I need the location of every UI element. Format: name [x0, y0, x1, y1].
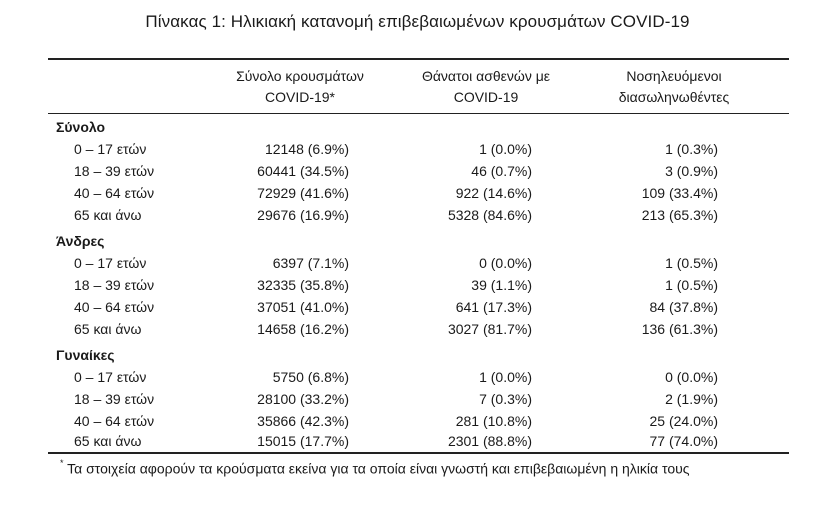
age-group-cell: 18 – 39 ετών	[74, 277, 155, 293]
age-group-cell: 40 – 64 ετών	[74, 299, 155, 315]
table-row: 0 – 17 ετών 5750 (6.8%) 1 (0.0%) 0 (0.0%…	[0, 369, 835, 391]
table-row: 40 – 64 ετών 72929 (41.6%) 922 (14.6%) 1…	[0, 185, 835, 207]
deaths-cell: 0 (0.0%)	[479, 255, 532, 271]
cases-cell: 37051 (41.0%)	[257, 299, 349, 315]
intubated-cell: 136 (61.3%)	[641, 321, 718, 337]
age-group-cell: 0 – 17 ετών	[74, 141, 147, 157]
cases-cell: 32335 (35.8%)	[257, 277, 349, 293]
table-row: 40 – 64 ετών 35866 (42.3%) 281 (10.8%) 2…	[0, 413, 835, 435]
deaths-cell: 1 (0.0%)	[479, 369, 532, 385]
deaths-cell: 7 (0.3%)	[479, 391, 532, 407]
cases-cell: 5750 (6.8%)	[272, 369, 349, 385]
footnote: * Τα στοιχεία αφορούν τα κρούσματα εκείν…	[60, 458, 690, 477]
table-row: 18 – 39 ετών 28100 (33.2%) 7 (0.3%) 2 (1…	[0, 391, 835, 413]
section-label-women: Γυναίκες	[56, 347, 115, 363]
table-row: 18 – 39 ετών 60441 (34.5%) 46 (0.7%) 3 (…	[0, 163, 835, 185]
age-group-cell: 40 – 64 ετών	[74, 185, 155, 201]
age-group-cell: 65 και άνω	[74, 321, 142, 337]
intubated-cell: 213 (65.3%)	[641, 207, 718, 223]
intubated-cell: 1 (0.5%)	[665, 255, 718, 271]
cases-cell: 29676 (16.9%)	[257, 207, 349, 223]
cases-cell: 28100 (33.2%)	[257, 391, 349, 407]
table-row: 0 – 17 ετών 6397 (7.1%) 0 (0.0%) 1 (0.5%…	[0, 255, 835, 277]
header-rule	[48, 113, 789, 114]
bottom-rule	[48, 452, 789, 454]
intubated-cell: 1 (0.5%)	[665, 277, 718, 293]
deaths-cell: 281 (10.8%)	[455, 413, 532, 429]
intubated-cell: 84 (37.8%)	[649, 299, 718, 315]
cases-cell: 14658 (16.2%)	[257, 321, 349, 337]
intubated-cell: 109 (33.4%)	[641, 185, 718, 201]
cases-cell: 72929 (41.6%)	[257, 185, 349, 201]
cases-cell: 15015 (17.7%)	[257, 433, 349, 449]
column-header-deaths: Θάνατοι ασθενών με COVID-19	[421, 68, 551, 105]
deaths-cell: 641 (17.3%)	[455, 299, 532, 315]
footnote-marker: *	[60, 458, 64, 468]
deaths-cell: 922 (14.6%)	[455, 185, 532, 201]
deaths-cell: 3027 (81.7%)	[447, 321, 532, 337]
intubated-cell: 1 (0.3%)	[665, 141, 718, 157]
table-row: 0 – 17 ετών 12148 (6.9%) 1 (0.0%) 1 (0.3…	[0, 141, 835, 163]
intubated-cell: 0 (0.0%)	[665, 369, 718, 385]
cases-cell: 6397 (7.1%)	[272, 255, 349, 271]
deaths-cell: 2301 (88.8%)	[447, 433, 532, 449]
table-row: 40 – 64 ετών 37051 (41.0%) 641 (17.3%) 8…	[0, 299, 835, 321]
age-group-cell: 18 – 39 ετών	[74, 163, 155, 179]
cases-cell: 12148 (6.9%)	[264, 141, 349, 157]
age-group-cell: 0 – 17 ετών	[74, 369, 147, 385]
table-row: 65 και άνω 14658 (16.2%) 3027 (81.7%) 13…	[0, 321, 835, 343]
intubated-cell: 25 (24.0%)	[649, 413, 718, 429]
footnote-text: Τα στοιχεία αφορούν τα κρούσματα εκείνα …	[67, 460, 690, 477]
intubated-cell: 2 (1.9%)	[665, 391, 718, 407]
top-rule	[48, 58, 789, 60]
table-row: 18 – 39 ετών 32335 (35.8%) 39 (1.1%) 1 (…	[0, 277, 835, 299]
age-group-cell: 65 και άνω	[74, 433, 142, 449]
section-label-total: Σύνολο	[56, 119, 106, 135]
cases-cell: 35866 (42.3%)	[257, 413, 349, 429]
deaths-cell: 39 (1.1%)	[471, 277, 532, 293]
age-group-cell: 0 – 17 ετών	[74, 255, 147, 271]
intubated-cell: 77 (74.0%)	[649, 433, 718, 449]
deaths-cell: 1 (0.0%)	[479, 141, 532, 157]
section-label-men: Άνδρες	[56, 233, 105, 249]
cases-cell: 60441 (34.5%)	[257, 163, 349, 179]
age-group-cell: 40 – 64 ετών	[74, 413, 155, 429]
age-group-cell: 65 και άνω	[74, 207, 142, 223]
deaths-cell: 5328 (84.6%)	[447, 207, 532, 223]
intubated-cell: 3 (0.9%)	[665, 163, 718, 179]
deaths-cell: 46 (0.7%)	[471, 163, 532, 179]
table-title: Πίνακας 1: Ηλικιακή κατανομή επιβεβαιωμέ…	[145, 12, 690, 31]
age-group-cell: 18 – 39 ετών	[74, 391, 155, 407]
column-header-total-cases: Σύνολο κρουσμάτων COVID-19*	[236, 68, 364, 105]
column-header-intubated: Νοσηλευόμενοι διασωληνωθέντες	[618, 68, 730, 105]
table-row: 65 και άνω 29676 (16.9%) 5328 (84.6%) 21…	[0, 207, 835, 229]
table-row: 65 και άνω 15015 (17.7%) 2301 (88.8%) 77…	[0, 433, 835, 455]
